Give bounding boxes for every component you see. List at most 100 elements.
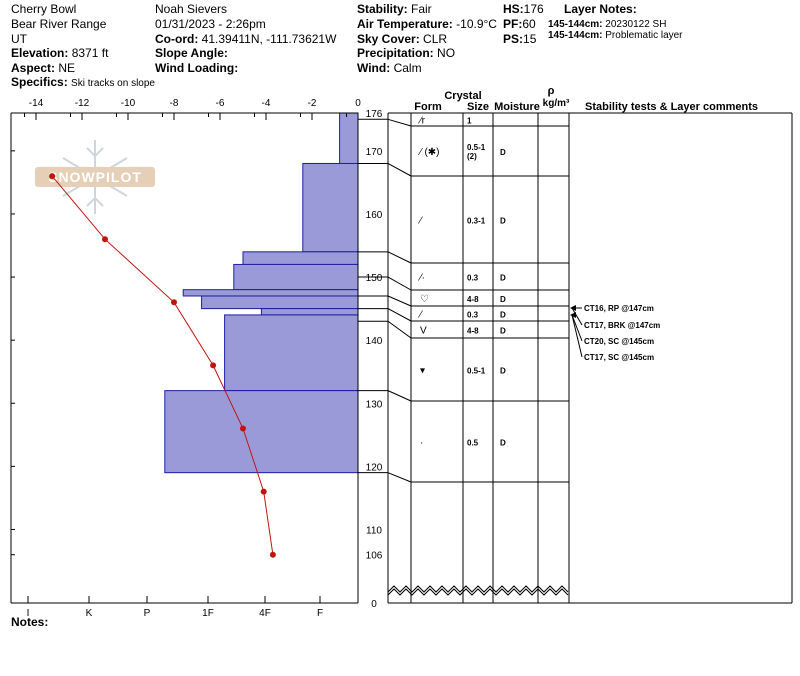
stability-test-pointer — [571, 307, 583, 326]
temp-tick-label: 0 — [355, 98, 361, 109]
observation-datetime: 01/31/2023 - 2:26pm — [155, 17, 266, 31]
temperature-point — [49, 173, 56, 180]
hardness-bar-2 — [302, 162, 359, 253]
hardness-bar-5 — [182, 289, 359, 297]
state-name: UT — [11, 32, 27, 46]
header-crystal: Crystal — [444, 90, 481, 102]
hardness-tick-label: K — [86, 608, 93, 619]
temp-tick-label: -12 — [75, 98, 90, 109]
stability-arrow-145 — [570, 312, 576, 318]
height-tick-label: 140 — [366, 336, 383, 347]
layer-form: ⁄ — [417, 310, 423, 321]
layer-moisture: D — [500, 274, 506, 283]
hardness-bar-7 — [260, 308, 359, 316]
watermark-text: SNOWPILOT — [48, 169, 142, 185]
layer-form: ⁄· — [417, 273, 425, 284]
axis-break-line — [387, 585, 569, 593]
layer-size: 4-8 — [467, 295, 479, 304]
header-rho: ρ — [548, 85, 555, 97]
wind-loading: Wind Loading: — [155, 61, 239, 75]
layer-moisture: D — [500, 439, 506, 448]
layer-connector — [387, 308, 412, 322]
layer-moisture: D — [500, 367, 506, 376]
layer-moisture: D — [500, 311, 506, 320]
coordinates: Co-ord: 41.39411N, -111.73621W — [155, 32, 337, 46]
temperature-point — [102, 236, 108, 243]
range-name: Bear River Range — [11, 17, 107, 31]
hardness-bar-1 — [339, 112, 359, 164]
layer-form: · — [420, 438, 423, 449]
wind: Wind: Calm — [357, 61, 422, 75]
header-density-unit: kg/m³ — [543, 98, 570, 109]
layer-form: V — [420, 326, 427, 337]
specifics: Specifics: Ski tracks on slope — [11, 75, 155, 89]
layer-connector — [387, 295, 412, 307]
hardness-tick-label: F — [317, 608, 323, 619]
height-tick-label: 120 — [366, 462, 383, 473]
observer-name: Noah Sievers — [155, 2, 228, 16]
height-tick-label: 150 — [366, 273, 383, 284]
snowpilot-watermark: SNOWPILOT — [35, 140, 155, 214]
temp-tick-label: -2 — [308, 98, 317, 109]
layer-size-extra: (2) — [467, 152, 477, 161]
temp-tick-label: -8 — [170, 98, 179, 109]
hardness-bar-3 — [242, 251, 359, 265]
header-size: Size — [467, 101, 489, 113]
layer-notes-title: Layer Notes: — [564, 2, 637, 16]
elevation: Elevation: 8371 ft — [11, 46, 109, 60]
temperature-point — [210, 362, 217, 369]
layer-connector — [387, 251, 412, 264]
stability-arrow-147 — [570, 305, 576, 311]
layer-form: ⁄ — [417, 216, 423, 227]
stability-test-label: CT16, RP @147cm — [584, 304, 654, 313]
stability-test-label: CT20, SC @145cm — [584, 337, 654, 346]
air-temperature: Air Temperature: -10.9°C — [357, 17, 497, 31]
stability-test-label: CT17, SC @145cm — [584, 353, 654, 362]
hardness-bar-8 — [224, 314, 359, 392]
height-tick-label: 110 — [366, 525, 382, 536]
layer-moisture: D — [500, 148, 506, 157]
height-tick-label: 170 — [366, 147, 383, 158]
temp-tick-label: -14 — [29, 98, 44, 109]
header-moisture: Moisture — [494, 101, 540, 113]
location-name: Cherry Bowl — [11, 2, 77, 16]
notes-label: Notes: — [11, 615, 49, 629]
hardness-bar-4 — [233, 263, 359, 291]
layer-connector — [387, 163, 412, 177]
layer-size: 0.3 — [467, 274, 479, 283]
stability-test-label: CT17, BRK @147cm — [584, 321, 660, 330]
layer-form: ♡ — [420, 294, 429, 305]
aspect: Aspect: NE — [11, 61, 76, 75]
layer-moisture: D — [500, 295, 506, 304]
axis-break-line-2 — [387, 588, 569, 596]
temperature-point — [171, 299, 177, 306]
layer-connector — [387, 472, 412, 483]
layer-connector — [387, 118, 412, 127]
layer-size: 0.3-1 — [467, 217, 486, 226]
watermark-band — [35, 167, 155, 187]
layer-note-1: 145-144cm: 20230122 SH — [548, 19, 667, 30]
hardness-bar-9 — [164, 390, 359, 474]
layer-note-2: 145-144cm: Problematic layer — [548, 30, 683, 41]
layer-size: 1 — [467, 117, 472, 126]
hardness-tick-label: 4F — [259, 608, 271, 619]
layer-form: ⁄r — [417, 116, 426, 127]
layer-moisture: D — [500, 327, 506, 336]
header-form: Form — [414, 101, 442, 113]
temperature-point — [269, 551, 276, 558]
layer-size: 0.3 — [467, 311, 479, 320]
height-tick-label: 106 — [366, 551, 383, 562]
slope-angle: Slope Angle: — [155, 46, 228, 60]
hardness-bar-6 — [201, 295, 359, 310]
snow-height: HS:176 — [503, 2, 544, 16]
temp-tick-label: -4 — [262, 98, 271, 109]
height-tick-label: 176 — [366, 109, 383, 120]
ski-penetration: PS:15 — [503, 32, 537, 46]
layer-form: ▾ — [420, 366, 425, 377]
height-tick-label: 0 — [371, 599, 377, 610]
hardness-tick-label: I — [27, 608, 30, 619]
height-tick-label: 160 — [366, 210, 383, 221]
temperature-point — [240, 425, 246, 432]
layer-connector — [387, 276, 412, 291]
